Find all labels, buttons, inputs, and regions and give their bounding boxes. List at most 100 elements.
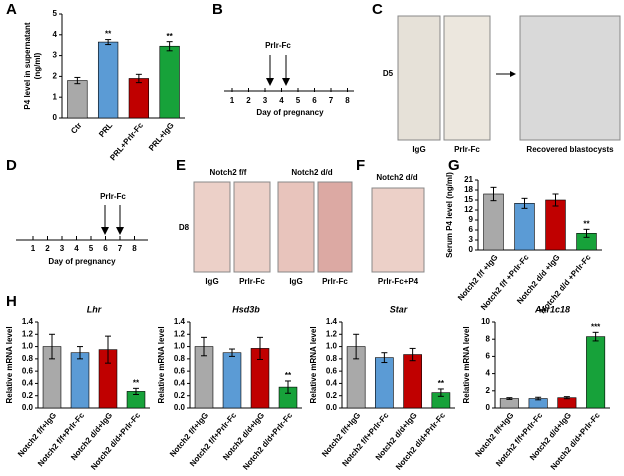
day-label: 1 bbox=[230, 96, 235, 105]
axis-label: Day of pregnancy bbox=[256, 108, 324, 117]
photo-label: IgG bbox=[205, 277, 218, 286]
bar bbox=[159, 45, 180, 119]
day-label: 2 bbox=[246, 96, 251, 105]
y-tick-label: 3 bbox=[53, 51, 58, 60]
arrow-label: Prlr-Fc bbox=[265, 41, 291, 50]
arrow-head bbox=[510, 71, 516, 77]
x-tick-label: Notch2 d/d+Prlr-Fc bbox=[549, 410, 602, 471]
photo bbox=[277, 181, 315, 273]
y-tick-label: 1.0 bbox=[326, 342, 338, 351]
photo-label: Prlr-Fc+P4 bbox=[378, 277, 419, 286]
bar bbox=[403, 354, 422, 409]
panel-letter: G bbox=[448, 157, 460, 174]
y-tick-label: 0.8 bbox=[22, 354, 34, 363]
y-tick-label: 0.6 bbox=[326, 366, 338, 375]
y-axis-label: P4 level in supernatant bbox=[23, 22, 32, 109]
day-label: 3 bbox=[60, 244, 65, 253]
y-tick-label: 1.2 bbox=[22, 329, 34, 338]
day-label: 7 bbox=[329, 96, 334, 105]
y-tick-label: 5 bbox=[53, 9, 58, 18]
arrow-head bbox=[101, 227, 109, 235]
significance: ** bbox=[583, 219, 590, 228]
group-label: Notch2 f/f bbox=[210, 168, 247, 177]
panel-letter: H bbox=[6, 293, 17, 310]
y-tick-label: 12 bbox=[464, 205, 473, 214]
bar bbox=[499, 398, 519, 409]
arrow-label: Prlr-Fc bbox=[100, 192, 126, 201]
photo bbox=[519, 15, 621, 141]
photo-label: IgG bbox=[289, 277, 302, 286]
y-axis-label: Relative mRNA level bbox=[309, 326, 318, 403]
day-label: 7 bbox=[118, 244, 123, 253]
y-tick-label: 8 bbox=[486, 334, 491, 343]
y-tick-label: 0 bbox=[469, 245, 474, 254]
y-tick-label: 0 bbox=[53, 113, 58, 122]
y-tick-label: 2 bbox=[53, 72, 58, 81]
y-tick-label: 1.0 bbox=[22, 342, 34, 351]
y-tick-label: 0.2 bbox=[174, 391, 186, 400]
photo bbox=[397, 15, 441, 141]
significance: ** bbox=[133, 378, 140, 387]
x-tick-label: Notch2 d/d+Prlr-Fc bbox=[89, 410, 142, 471]
x-tick-label: Ctr bbox=[69, 121, 83, 136]
y-tick-label: 1.2 bbox=[174, 329, 186, 338]
y-tick-label: 1.4 bbox=[326, 317, 338, 326]
y-tick-label: 1.4 bbox=[22, 317, 34, 326]
y-tick-label: 21 bbox=[464, 175, 473, 184]
day-label: D5 bbox=[383, 69, 394, 78]
x-tick-label: PRL+IgG bbox=[147, 121, 176, 153]
bar bbox=[222, 352, 242, 409]
y-tick-label: 0.2 bbox=[22, 391, 34, 400]
photo bbox=[233, 181, 271, 273]
axis-label: Day of pregnancy bbox=[48, 257, 116, 266]
arrow-head bbox=[266, 78, 274, 86]
y-tick-label: 18 bbox=[464, 185, 473, 194]
x-tick-label: Notch2 d/d+Prlr-Fc bbox=[394, 410, 447, 471]
photo bbox=[443, 15, 491, 141]
y-tick-label: 0.0 bbox=[22, 403, 34, 412]
y-tick-label: 0.6 bbox=[174, 366, 186, 375]
day-label: 8 bbox=[132, 244, 137, 253]
y-tick-label: 0.8 bbox=[174, 354, 186, 363]
y-tick-label: 4 bbox=[486, 369, 491, 378]
y-axis-label: Relative mRNA level bbox=[157, 326, 166, 403]
day-label: D8 bbox=[179, 223, 190, 232]
y-tick-label: 1 bbox=[53, 92, 58, 101]
day-label: 6 bbox=[103, 244, 108, 253]
bar bbox=[586, 336, 606, 409]
photo-label: Prlr-Fc bbox=[454, 145, 480, 154]
y-tick-label: 0.6 bbox=[22, 366, 34, 375]
bar bbox=[514, 203, 535, 251]
bar bbox=[545, 199, 566, 251]
day-label: 2 bbox=[45, 244, 50, 253]
significance: ** bbox=[105, 30, 112, 39]
bar bbox=[483, 193, 504, 251]
y-tick-label: 0 bbox=[486, 403, 491, 412]
panel-letter: B bbox=[212, 1, 223, 18]
y-tick-label: 6 bbox=[469, 225, 474, 234]
group-label: Notch2 d/d bbox=[291, 168, 332, 177]
panel-letter: A bbox=[6, 1, 17, 18]
day-label: 5 bbox=[89, 244, 94, 253]
bar bbox=[97, 41, 119, 119]
photo-label: Prlr-Fc bbox=[322, 277, 348, 286]
day-label: 8 bbox=[345, 96, 350, 105]
chart-title: Lhr bbox=[87, 304, 102, 314]
arrow-head bbox=[282, 78, 290, 86]
bar bbox=[375, 357, 394, 409]
chart-title: Akr1c18 bbox=[534, 304, 570, 314]
photo bbox=[371, 187, 425, 273]
photo bbox=[317, 181, 353, 273]
panel-letter: D bbox=[6, 157, 17, 174]
y-tick-label: 1.0 bbox=[174, 342, 186, 351]
day-label: 1 bbox=[31, 244, 36, 253]
significance: ** bbox=[167, 32, 174, 41]
chart-title: Hsd3b bbox=[232, 304, 260, 314]
y-tick-label: 10 bbox=[481, 317, 490, 326]
photo bbox=[193, 181, 231, 273]
y-tick-label: 0.4 bbox=[174, 379, 186, 388]
arrow-head bbox=[116, 227, 124, 235]
y-axis-label: Relative mRNA level bbox=[462, 326, 471, 403]
y-tick-label: 1.4 bbox=[174, 317, 186, 326]
